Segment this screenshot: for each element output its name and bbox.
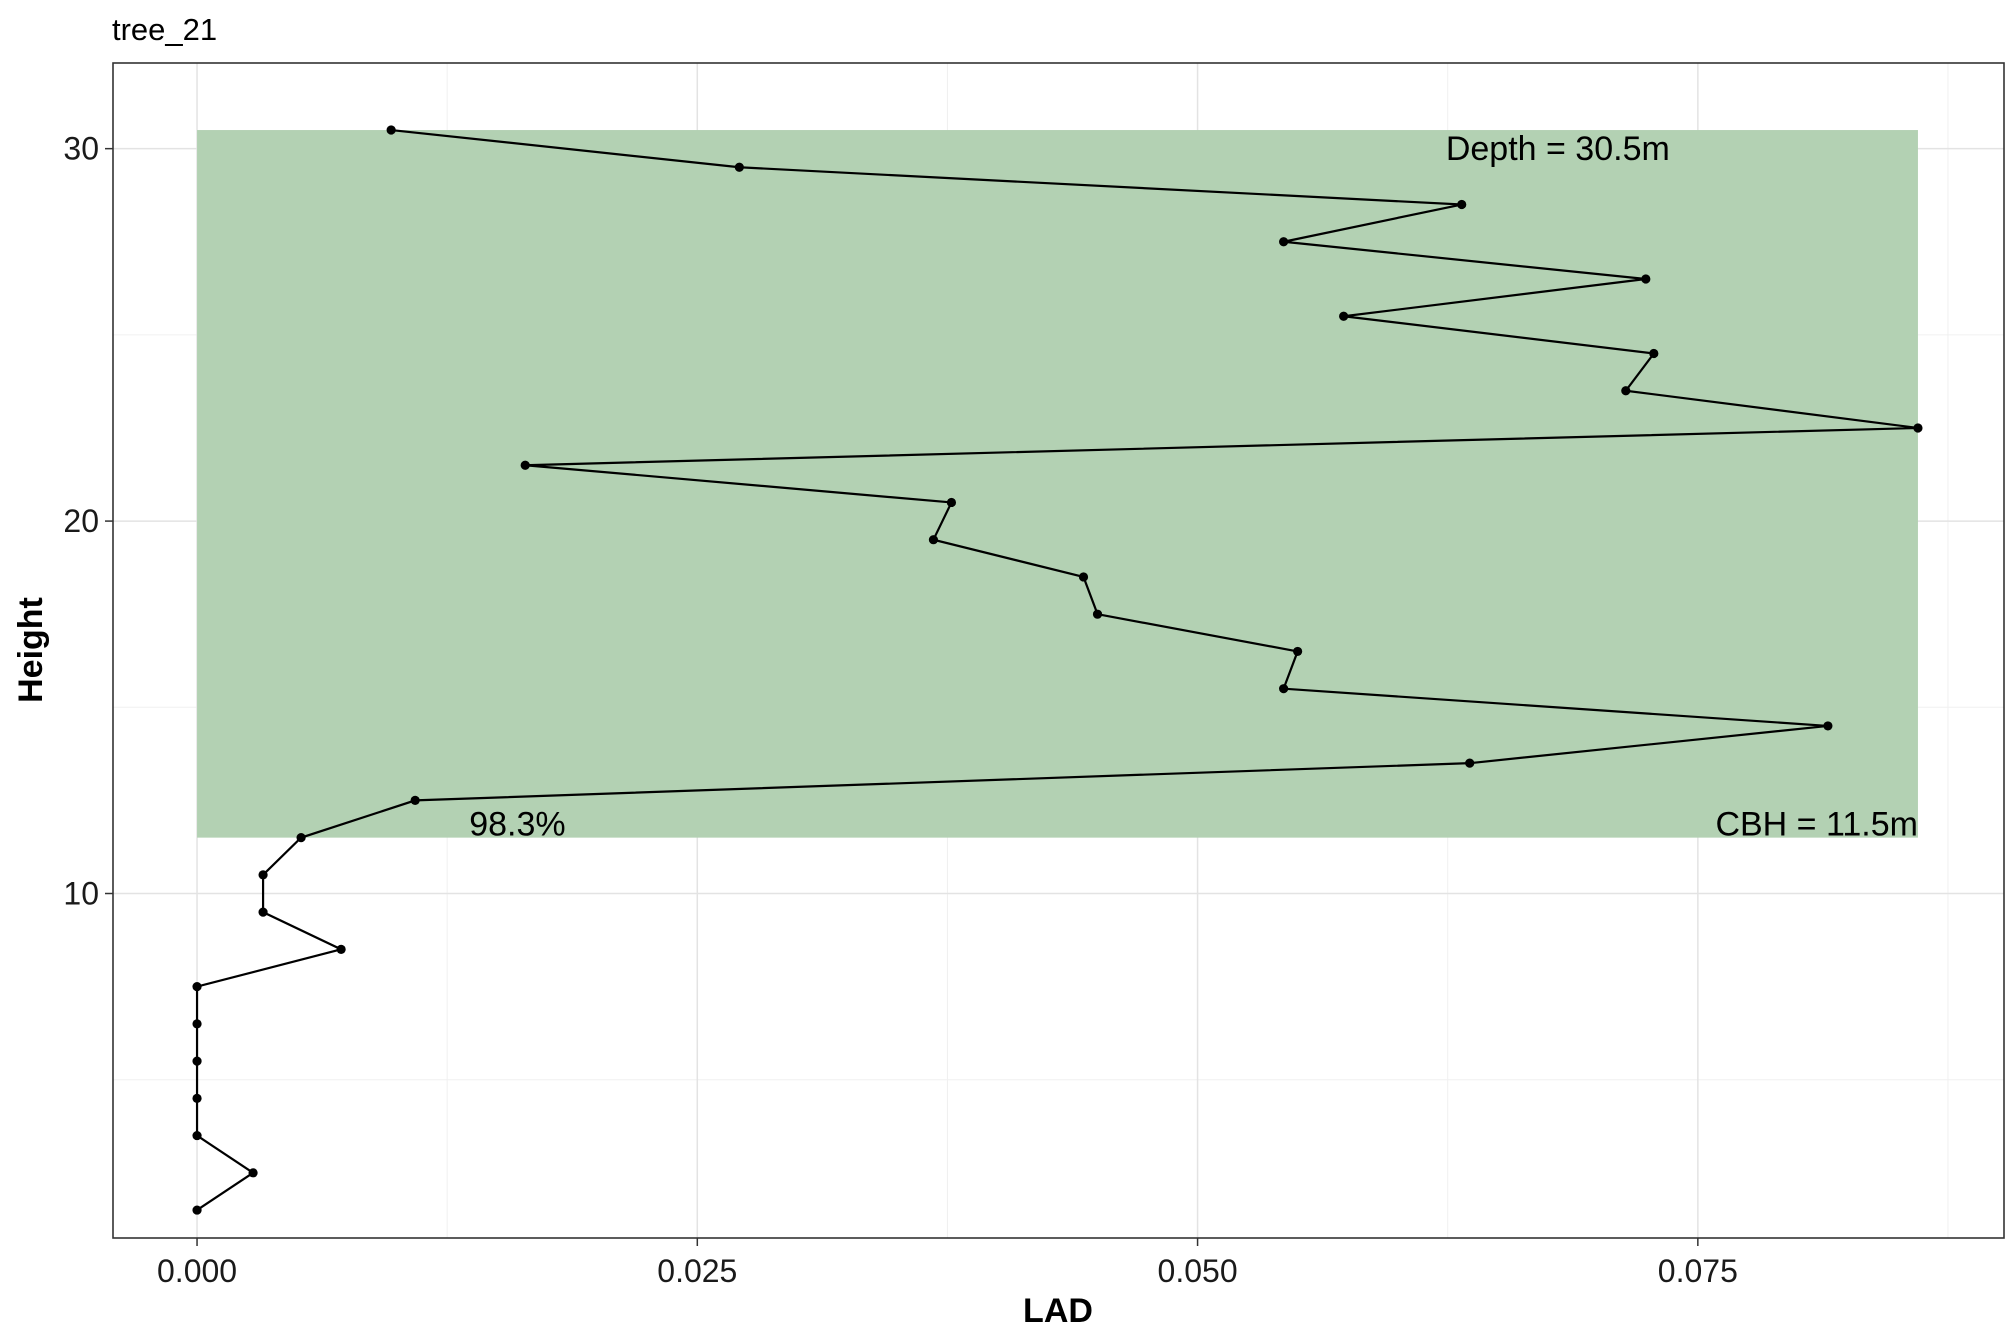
data-point	[192, 1130, 202, 1141]
data-point	[1641, 274, 1651, 284]
data-point	[192, 982, 202, 992]
data-point	[1092, 609, 1103, 619]
crown-region	[197, 130, 1918, 838]
data-point	[1293, 646, 1303, 657]
lad-profile-line	[195, 128, 1919, 1211]
depth-annotation: Depth = 30.5m	[1446, 130, 1670, 168]
data-point	[1621, 386, 1631, 396]
x-tick-label: 0.050	[1158, 1253, 1238, 1289]
data-point	[248, 1168, 258, 1178]
data-point	[1913, 423, 1923, 433]
data-point	[1339, 311, 1349, 321]
data-point	[410, 795, 420, 806]
data-point	[336, 944, 346, 954]
y-tick-label: 20	[63, 503, 99, 539]
panel-border	[112, 62, 2005, 1239]
data-point	[192, 1056, 202, 1066]
data-point	[520, 460, 530, 470]
chart-title: tree_21	[112, 12, 217, 47]
data-point	[1078, 572, 1089, 582]
data-point	[946, 497, 957, 508]
data-point	[1279, 684, 1289, 694]
data-points	[192, 125, 1923, 1215]
percent-annotation: 98.3%	[469, 806, 565, 844]
cbh-annotation: CBH = 11.5m	[1715, 806, 1918, 844]
data-point	[258, 907, 268, 917]
data-point	[192, 1205, 202, 1215]
data-point	[192, 1093, 202, 1103]
y-axis-ticks: 10 20 30	[63, 131, 113, 912]
y-tick-label: 30	[63, 131, 99, 167]
data-point	[296, 833, 306, 843]
x-tick-label: 0.075	[1658, 1253, 1738, 1289]
data-point	[192, 1019, 202, 1029]
y-axis-title: Height	[12, 597, 50, 703]
data-point	[734, 162, 744, 172]
y-tick-label: 10	[63, 876, 99, 912]
data-point	[258, 870, 268, 880]
data-point	[1457, 199, 1467, 210]
x-axis-ticks: 0.000 0.025 0.050 0.075	[157, 1238, 1738, 1289]
data-point	[1465, 758, 1475, 768]
data-point	[1823, 721, 1833, 731]
data-point	[928, 535, 939, 545]
x-tick-label: 0.000	[157, 1253, 237, 1289]
data-point	[1279, 237, 1289, 247]
x-axis-title: LAD	[1023, 1292, 1093, 1330]
data-point	[1649, 348, 1659, 359]
data-point	[386, 125, 396, 135]
x-tick-label: 0.025	[657, 1253, 737, 1289]
